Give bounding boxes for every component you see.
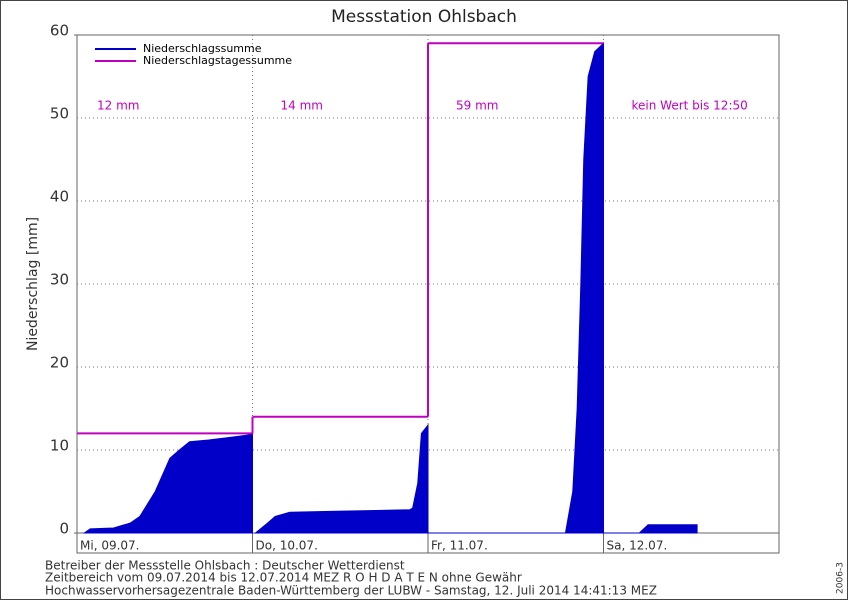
chart-title: Messstation Ohlsbach — [331, 7, 517, 27]
y-tick-label: 50 — [50, 105, 69, 123]
y-tick-label: 60 — [50, 22, 69, 40]
value-label: 14 mm — [281, 99, 323, 113]
legend-label: Niederschlagstagessumme — [143, 54, 292, 67]
value-label: 59 mm — [456, 99, 498, 113]
footer-line: Zeitbereich vom 09.07.2014 bis 12.07.201… — [45, 571, 522, 585]
x-tick-label: Do, 10.07. — [256, 539, 318, 553]
legend-label: Niederschlagssumme — [143, 42, 262, 55]
y-axis-label: Niederschlag [mm] — [25, 217, 41, 351]
y-tick-label: 20 — [50, 354, 69, 372]
y-tick-label: 40 — [50, 188, 69, 206]
code-label: 2006-3 — [836, 562, 846, 594]
value-label: kein Wert bis 12:50 — [632, 99, 748, 113]
value-label: 12 mm — [97, 99, 139, 113]
y-tick-label: 30 — [50, 271, 69, 289]
area — [428, 42, 604, 534]
x-tick-label: Fr, 11.07. — [431, 539, 488, 553]
y-tick-label: 10 — [50, 437, 69, 455]
area — [603, 524, 698, 534]
x-tick-label: Sa, 12.07. — [607, 539, 668, 553]
footer-line: Hochwasservorhersagezentrale Baden-Württ… — [45, 584, 657, 598]
y-tick-label: 0 — [59, 520, 69, 538]
area — [254, 423, 429, 534]
footer-line: Betreiber der Messstelle Ohlsbach : Deut… — [45, 559, 405, 573]
x-tick-label: Mi, 09.07. — [80, 539, 139, 553]
